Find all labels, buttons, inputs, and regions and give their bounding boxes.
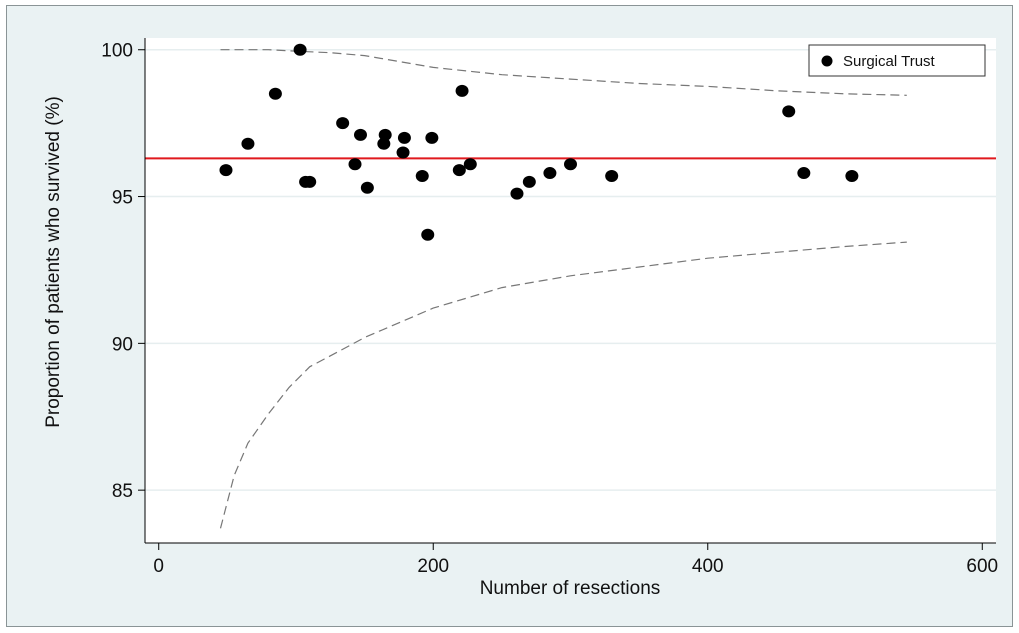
data-point [268,87,282,100]
y-tick-label: 85 [112,481,133,502]
y-axis-title: Proportion of patients who survived (%) [43,96,64,428]
data-point [336,117,350,130]
data-point [421,228,435,241]
x-axis-title: Number of resections [480,578,661,599]
funnel-plot: 85 90 95 100 0 200 400 600 Number of resections… [43,38,998,599]
y-tick-label: 95 [112,188,133,209]
data-point [396,146,410,159]
lower-limit-line [219,241,907,529]
data-point [241,137,255,150]
data-point [293,43,307,56]
x-tick-label: 600 [966,556,998,577]
x-tick-label: 400 [692,556,724,577]
data-point [510,187,524,200]
y-tick-label: 90 [112,334,133,355]
y-tick-label: 100 [101,41,133,62]
data-point [303,175,317,188]
data-point [845,169,859,182]
data-point [782,105,796,118]
data-point [452,164,466,177]
control-limits [219,49,907,529]
data-point [219,164,233,177]
axes: 85 90 95 100 0 200 400 600 [101,38,998,577]
data-point [463,158,477,171]
data-point [377,137,391,150]
data-point [522,175,536,188]
data-point [564,158,577,171]
data-point [455,84,469,97]
data-point [415,169,429,182]
data-points [219,43,859,241]
data-point [797,167,811,180]
data-point [543,167,557,180]
data-point [360,181,374,194]
upper-limit-line [220,49,907,96]
legend-marker [821,55,833,67]
x-tick-label: 200 [417,556,449,577]
legend-box [808,44,986,77]
data-point [348,158,362,171]
data-point [425,131,439,144]
data-point [378,128,392,141]
chart-figure: 85 90 95 100 0 200 400 600 Number of resections… [6,5,1013,627]
data-point [397,131,411,144]
x-tick-label: 0 [153,556,164,577]
legend-label: Surgical Trust [843,53,936,70]
plot-area [145,38,996,543]
legend: Surgical Trust [808,44,986,77]
data-point [353,128,367,141]
data-point [605,169,619,182]
